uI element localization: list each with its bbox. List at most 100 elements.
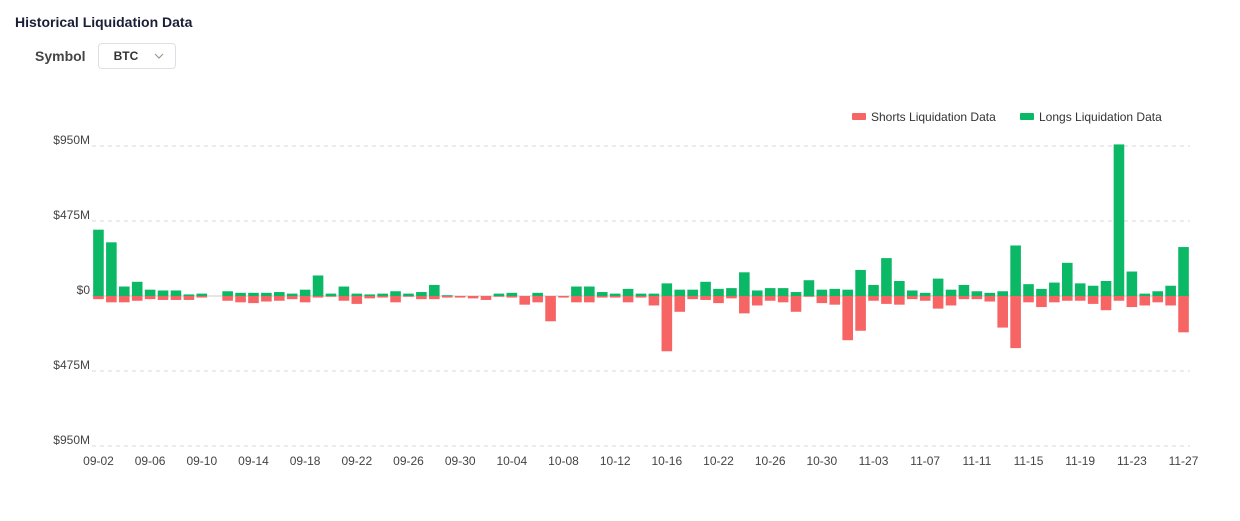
long-bar xyxy=(1152,291,1163,296)
long-bar xyxy=(751,290,763,296)
short-bar xyxy=(945,296,957,306)
short-bar xyxy=(1165,296,1176,306)
long-bar xyxy=(299,289,311,296)
short-bar xyxy=(377,296,388,298)
short-bar xyxy=(325,296,337,297)
long-bar xyxy=(364,294,376,296)
short-bar xyxy=(661,296,673,352)
long-bar xyxy=(674,289,686,296)
long-bar xyxy=(868,284,879,296)
x-tick-label: 10-16 xyxy=(651,454,682,468)
short-bar xyxy=(506,296,518,298)
long-bar xyxy=(403,293,414,296)
short-bar xyxy=(622,296,634,303)
long-bar xyxy=(377,293,388,296)
long-bar xyxy=(119,286,130,296)
long-bar xyxy=(648,293,660,296)
long-bar xyxy=(584,286,595,296)
short-bar xyxy=(170,296,182,300)
short-bar xyxy=(842,296,853,341)
long-bar xyxy=(235,292,246,296)
long-bar xyxy=(170,290,182,296)
symbol-select-value: BTC xyxy=(113,49,139,63)
x-tick-label: 10-12 xyxy=(600,454,631,468)
short-bar xyxy=(803,296,815,297)
long-bar xyxy=(622,288,634,296)
short-bar xyxy=(609,296,621,298)
x-tick-label: 10-22 xyxy=(703,454,734,468)
long-bar xyxy=(881,258,892,296)
long-bar xyxy=(1165,285,1176,296)
short-bar xyxy=(894,296,905,305)
long-bar xyxy=(144,289,156,296)
long-bar xyxy=(261,292,272,296)
short-bar xyxy=(261,296,272,302)
long-bar xyxy=(958,284,970,296)
long-bar xyxy=(312,275,324,296)
chevron-down-icon xyxy=(154,53,164,59)
short-bar xyxy=(1036,296,1047,308)
x-tick-label: 11-03 xyxy=(859,454,889,468)
y-tick-label: $0 xyxy=(77,283,91,297)
x-tick-label: 10-30 xyxy=(806,454,837,468)
x-tick-label: 11-11 xyxy=(962,454,991,468)
long-bar xyxy=(157,290,169,296)
long-bar xyxy=(829,288,841,296)
symbol-select[interactable]: BTC xyxy=(97,43,176,69)
short-bar xyxy=(687,296,698,300)
short-bar xyxy=(403,296,414,297)
short-bar xyxy=(106,296,117,303)
x-tick-label: 10-26 xyxy=(755,454,786,468)
short-bar xyxy=(416,296,427,300)
long-bar xyxy=(93,229,104,296)
long-bar xyxy=(506,292,518,296)
long-bar xyxy=(713,288,724,296)
short-bar xyxy=(932,296,944,309)
long-bar xyxy=(894,281,905,296)
x-tick-label: 09-02 xyxy=(83,454,114,468)
long-bar xyxy=(1126,271,1138,296)
long-bar xyxy=(842,289,853,296)
short-bar xyxy=(144,296,156,300)
short-bar xyxy=(286,296,298,300)
short-bar xyxy=(919,296,931,301)
long-bar xyxy=(131,281,143,296)
short-bar xyxy=(674,296,686,312)
short-bar xyxy=(248,296,259,304)
long-bar xyxy=(803,280,815,296)
long-bar xyxy=(1087,285,1099,296)
short-bar xyxy=(364,296,376,299)
short-bar xyxy=(1139,296,1151,306)
short-bar xyxy=(739,296,750,314)
short-bar xyxy=(829,296,841,305)
long-bar xyxy=(416,292,427,296)
short-bar xyxy=(183,296,195,300)
long-bar xyxy=(739,272,750,296)
short-bar xyxy=(131,296,143,301)
short-bar xyxy=(635,296,647,298)
short-bar xyxy=(441,296,453,298)
long-bar xyxy=(493,293,505,296)
legend-swatch xyxy=(852,113,866,120)
long-bar xyxy=(687,289,698,296)
short-bar xyxy=(429,296,440,300)
x-tick-label: 09-26 xyxy=(393,454,424,468)
short-bar xyxy=(274,296,285,301)
short-bar xyxy=(726,296,737,299)
short-bar xyxy=(299,296,311,303)
long-bar xyxy=(429,284,440,296)
short-bar xyxy=(1023,296,1034,303)
long-bar xyxy=(984,292,996,296)
short-bar xyxy=(984,296,996,302)
long-bar xyxy=(1113,144,1125,296)
long-bar xyxy=(971,291,983,296)
long-bar xyxy=(635,293,647,296)
x-tick-label: 10-04 xyxy=(496,454,527,468)
long-bar xyxy=(183,294,195,296)
long-bar xyxy=(106,242,117,296)
short-bar xyxy=(958,296,970,300)
y-tick-label: $950M xyxy=(53,133,90,147)
page-title: Historical Liquidation Data xyxy=(15,14,193,30)
short-bar xyxy=(467,296,479,299)
long-bar xyxy=(286,293,298,296)
